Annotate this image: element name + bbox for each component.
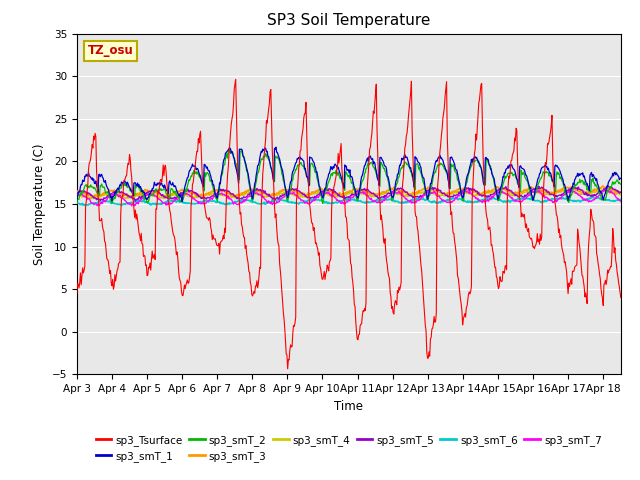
Line: sp3_Tsurface: sp3_Tsurface (77, 79, 621, 369)
sp3_smT_5 (306, 194, 314, 200)
sp3_Tsurface (149, 255, 157, 261)
sp3_smT_2 (465, 171, 472, 177)
sp3_smT_5 (605, 183, 612, 189)
sp3_smT_7 (617, 199, 625, 204)
Line: sp3_smT_1: sp3_smT_1 (77, 147, 621, 202)
sp3_smT_2 (226, 146, 234, 152)
Line: sp3_smT_6: sp3_smT_6 (77, 197, 621, 205)
sp3_smT_2 (306, 182, 314, 188)
sp3_Tsurface (617, 295, 625, 300)
sp3_Tsurface (73, 290, 81, 296)
sp3_smT_2 (73, 200, 81, 206)
Line: sp3_smT_2: sp3_smT_2 (77, 149, 621, 204)
sp3_smT_1 (75, 189, 83, 194)
sp3_smT_4 (150, 193, 157, 199)
sp3_smT_7 (306, 201, 314, 206)
sp3_smT_1 (327, 164, 335, 169)
sp3_smT_6 (617, 196, 625, 202)
sp3_Tsurface (284, 366, 291, 372)
sp3_Tsurface (478, 81, 486, 86)
sp3_smT_6 (150, 201, 157, 207)
Line: sp3_smT_3: sp3_smT_3 (77, 186, 621, 197)
sp3_smT_7 (128, 203, 136, 209)
sp3_smT_3 (326, 188, 334, 194)
sp3_smT_5 (326, 186, 334, 192)
sp3_smT_2 (149, 192, 157, 198)
sp3_smT_4 (90, 196, 97, 202)
Y-axis label: Soil Temperature (C): Soil Temperature (C) (33, 143, 46, 265)
sp3_smT_3 (163, 194, 170, 200)
sp3_smT_3 (598, 183, 606, 189)
sp3_smT_6 (75, 201, 83, 206)
sp3_smT_1 (272, 144, 280, 150)
sp3_smT_4 (73, 193, 81, 199)
sp3_smT_7 (326, 192, 334, 198)
sp3_smT_1 (478, 168, 486, 174)
sp3_smT_2 (617, 181, 625, 187)
sp3_smT_2 (478, 166, 486, 172)
sp3_smT_5 (464, 185, 472, 191)
sp3_smT_6 (588, 194, 595, 200)
sp3_smT_3 (617, 190, 625, 196)
sp3_smT_3 (73, 189, 81, 194)
sp3_smT_5 (75, 189, 83, 194)
sp3_Tsurface (75, 285, 83, 291)
sp3_smT_4 (326, 192, 334, 198)
sp3_smT_6 (306, 198, 314, 204)
sp3_smT_3 (464, 187, 472, 192)
sp3_smT_1 (179, 199, 186, 204)
sp3_smT_3 (477, 192, 484, 198)
sp3_Tsurface (307, 208, 314, 214)
sp3_smT_7 (464, 189, 472, 195)
sp3_smT_1 (73, 197, 81, 203)
sp3_smT_5 (132, 198, 140, 204)
sp3_smT_3 (75, 188, 83, 193)
sp3_Tsurface (465, 291, 472, 297)
sp3_smT_7 (477, 199, 484, 204)
sp3_smT_7 (75, 192, 83, 198)
sp3_smT_4 (596, 187, 604, 192)
X-axis label: Time: Time (334, 400, 364, 413)
sp3_smT_3 (149, 190, 157, 195)
Line: sp3_smT_7: sp3_smT_7 (77, 190, 621, 206)
sp3_Tsurface (327, 255, 335, 261)
sp3_smT_6 (477, 197, 484, 203)
sp3_smT_5 (617, 189, 625, 195)
sp3_smT_3 (306, 192, 314, 198)
Line: sp3_smT_4: sp3_smT_4 (77, 190, 621, 199)
sp3_smT_1 (307, 155, 314, 160)
sp3_smT_4 (617, 192, 625, 198)
sp3_smT_4 (75, 192, 83, 198)
Text: TZ_osu: TZ_osu (88, 44, 133, 57)
sp3_smT_6 (73, 200, 81, 205)
sp3_smT_6 (464, 198, 472, 204)
sp3_smT_1 (149, 186, 157, 192)
sp3_smT_1 (465, 170, 472, 176)
sp3_Tsurface (232, 76, 239, 82)
sp3_smT_7 (150, 192, 157, 197)
sp3_smT_5 (150, 189, 157, 194)
sp3_smT_4 (477, 192, 484, 197)
sp3_smT_1 (617, 176, 625, 181)
sp3_smT_7 (73, 192, 81, 198)
sp3_smT_5 (73, 190, 81, 195)
sp3_smT_4 (464, 190, 472, 196)
Legend: sp3_Tsurface, sp3_smT_1, sp3_smT_2, sp3_smT_3, sp3_smT_4, sp3_smT_5, sp3_smT_6, : sp3_Tsurface, sp3_smT_1, sp3_smT_2, sp3_… (92, 431, 606, 466)
Line: sp3_smT_5: sp3_smT_5 (77, 186, 621, 201)
sp3_smT_2 (319, 201, 326, 206)
sp3_smT_2 (327, 172, 335, 178)
sp3_smT_2 (75, 196, 83, 202)
sp3_smT_7 (603, 187, 611, 192)
sp3_smT_4 (306, 191, 314, 197)
sp3_smT_6 (326, 201, 334, 206)
Title: SP3 Soil Temperature: SP3 Soil Temperature (267, 13, 431, 28)
sp3_smT_6 (81, 203, 89, 208)
sp3_smT_5 (477, 192, 484, 198)
